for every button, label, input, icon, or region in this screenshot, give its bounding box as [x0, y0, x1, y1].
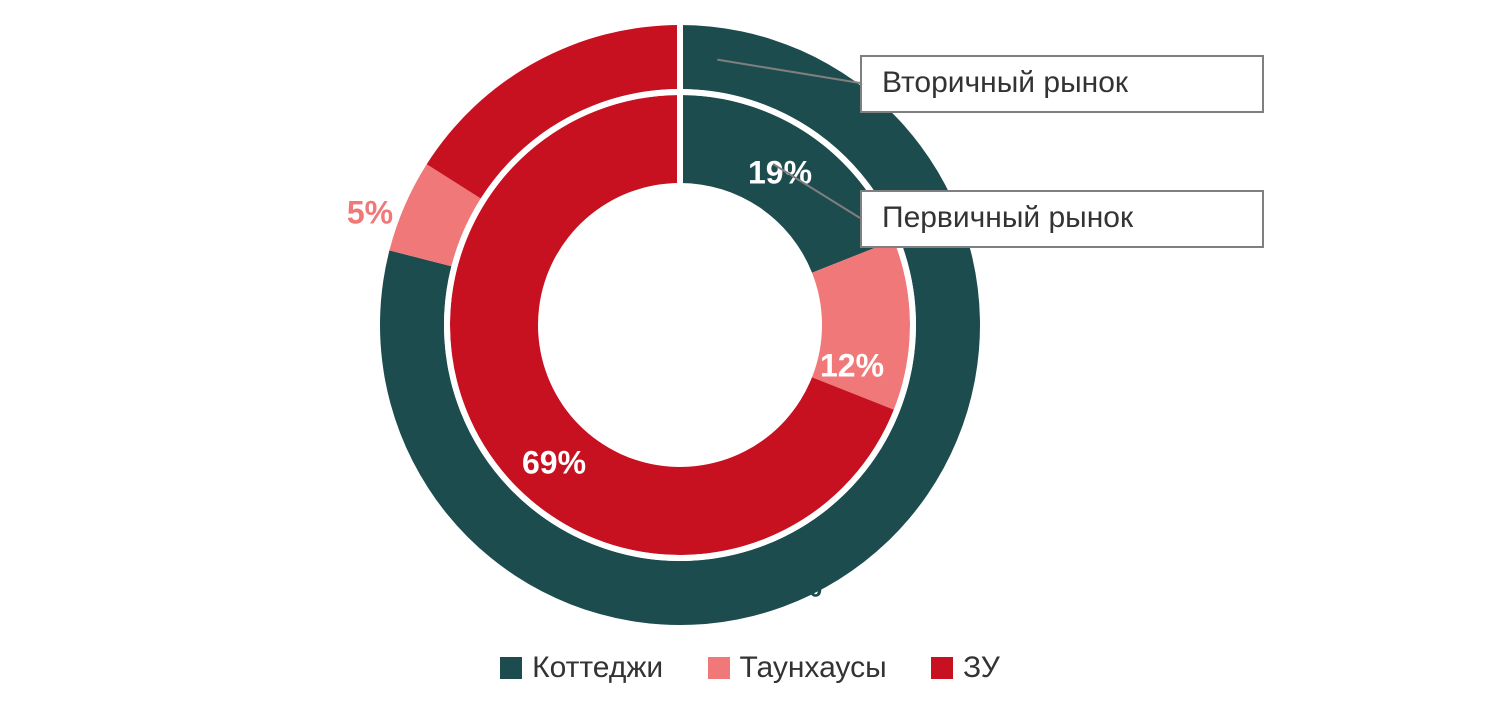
legend-swatch — [708, 657, 730, 679]
callout-inner-ring: Первичный рынок — [860, 190, 1264, 248]
slice-percent-label: 12% — [820, 347, 884, 383]
slice-percent-label: 16% — [540, 54, 604, 90]
slice-percent-label: 5% — [347, 194, 393, 230]
legend-item: Таунхаусы — [708, 651, 887, 685]
slice-percent-label: 69% — [522, 444, 586, 480]
callout-label: Первичный рынок — [882, 201, 1133, 234]
callout-outer-ring: Вторичный рынок — [860, 55, 1264, 113]
legend-item: ЗУ — [931, 651, 1000, 685]
legend-label: Таунхаусы — [740, 651, 887, 685]
legend-label: Коттеджи — [532, 651, 663, 685]
legend-item: Коттеджи — [500, 651, 663, 685]
donut-rings — [380, 25, 980, 625]
ring-start-gap — [677, 25, 683, 205]
center-hole — [560, 205, 800, 445]
slice-percent-label: 79% — [758, 567, 822, 603]
legend-swatch — [500, 657, 522, 679]
legend-swatch — [931, 657, 953, 679]
legend: Коттеджи Таунхаусы ЗУ — [0, 651, 1500, 687]
nested-donut-chart: 79% 5% 16% 19% 12% 69% — [0, 0, 1500, 705]
legend-label: ЗУ — [963, 651, 1000, 685]
callout-label: Вторичный рынок — [882, 66, 1128, 99]
slice-percent-label: 19% — [748, 154, 812, 190]
chart-stage: 79% 5% 16% 19% 12% 69% Вторичный рынок Первич… — [0, 0, 1500, 705]
